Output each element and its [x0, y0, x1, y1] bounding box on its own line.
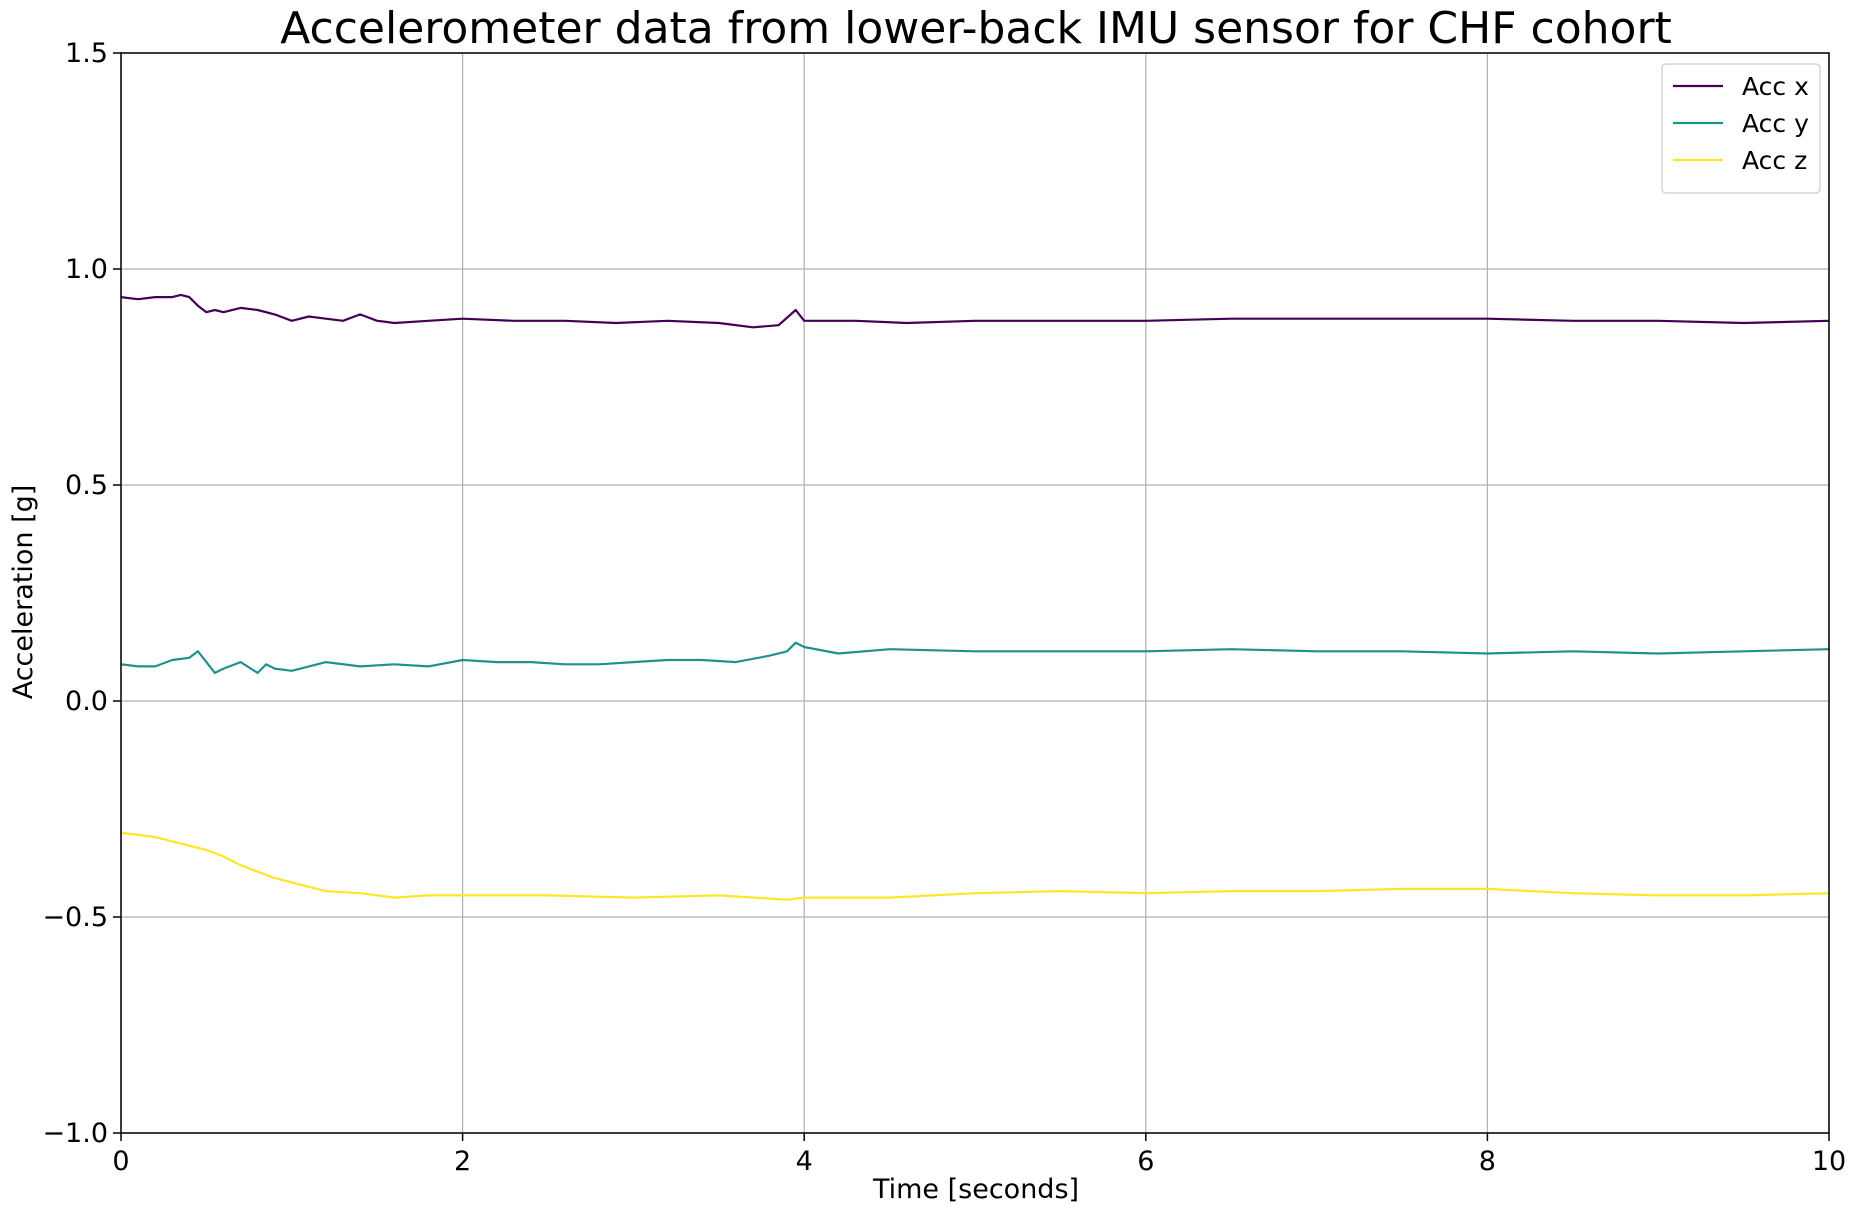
x-tick-label: 10	[1812, 1146, 1846, 1177]
series-line-acc-x	[120, 293, 1830, 329]
x-tick-label: 4	[796, 1146, 813, 1177]
y-tick-label: 1.5	[65, 38, 108, 69]
y-tick-label: 0.5	[65, 470, 108, 501]
y-axis-label: Acceleration [g]	[8, 485, 39, 700]
legend-label: Acc y	[1742, 109, 1809, 138]
legend-label: Acc z	[1742, 146, 1807, 175]
legend-label: Acc x	[1742, 72, 1809, 101]
y-tick-label: 1.0	[65, 254, 108, 285]
x-tick-label: 0	[112, 1146, 129, 1177]
chart-title: Accelerometer data from lower-back IMU s…	[280, 3, 1672, 54]
y-tick-label: 0.0	[65, 686, 108, 717]
y-tick-label: −1.0	[42, 1118, 108, 1149]
grid	[120, 52, 1830, 1134]
x-tick-label: 2	[454, 1146, 471, 1177]
axis-ticks: 0 2 4 6 8 10 −1.0 −0.5 0.0 0.5 1.0 1.5	[42, 38, 1846, 1177]
x-tick-label: 6	[1137, 1146, 1154, 1177]
x-tick-label: 8	[1479, 1146, 1496, 1177]
plot-lines	[120, 293, 1830, 901]
x-axis-label: Time [seconds]	[872, 1174, 1079, 1205]
plot-frame	[120, 52, 1830, 1134]
series-line-acc-z	[120, 831, 1830, 901]
y-tick-label: −0.5	[42, 902, 108, 933]
series-line-acc-y	[120, 641, 1830, 675]
legend: Acc x Acc y Acc z	[1661, 63, 1821, 194]
